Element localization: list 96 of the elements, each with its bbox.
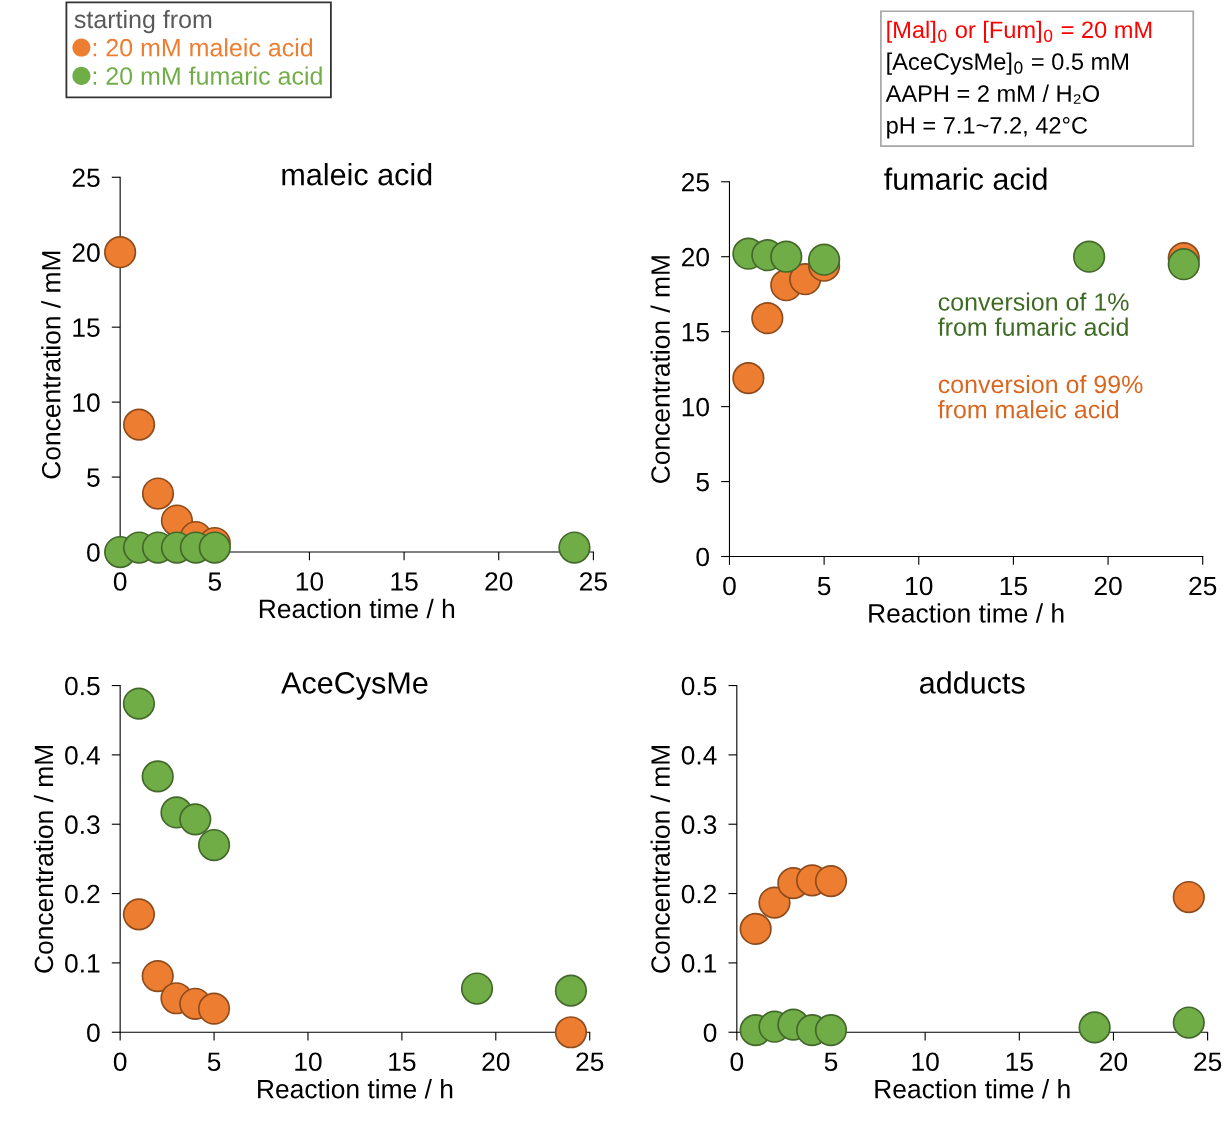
y-tick-label: 0.4 — [65, 746, 100, 765]
y-axis-title: Concentration / mM — [650, 745, 670, 973]
x-tick-label: 10 — [912, 1052, 939, 1072]
point — [814, 1014, 848, 1047]
point — [122, 408, 156, 441]
x-axis-title: Reaction time / h — [875, 1079, 1070, 1099]
x-tick-label: 5 — [824, 1052, 838, 1072]
point — [197, 828, 231, 862]
y-axis-title: Concentration / mM — [41, 251, 61, 479]
point — [122, 898, 156, 931]
x-tick-label: 25 — [576, 1052, 604, 1072]
y-tick-label: 5 — [696, 472, 709, 492]
y-tick-label: 0.5 — [65, 676, 100, 696]
y-tick-label: 20 — [72, 243, 100, 263]
text: AAPH = 2 mM / H₂O — [885, 84, 1099, 104]
chart-title: maleic acid — [282, 163, 432, 186]
point — [751, 302, 784, 335]
legend-title: starting from — [74, 9, 212, 34]
text: pH = 7.1~7.2, 42°C — [887, 117, 1088, 139]
x-tick-label: 25 — [1189, 576, 1217, 596]
y-tick-label: 15 — [682, 323, 709, 342]
y-tick-label: 0 — [696, 547, 709, 567]
point — [554, 1016, 588, 1049]
annotation: conversion of 99% from maleic acid — [938, 374, 1143, 419]
x-tick-label: 0 — [113, 572, 127, 591]
x-tick-label: 10 — [296, 572, 324, 591]
point — [554, 974, 588, 1007]
point — [558, 531, 591, 564]
x-tick-label: 15 — [389, 1052, 416, 1072]
y-tick-label: 10 — [73, 393, 100, 412]
point — [758, 886, 791, 919]
x-tick-label: 15 — [1000, 576, 1027, 596]
chart-title: adducts — [920, 671, 1025, 694]
point — [179, 803, 212, 836]
x-tick-label: 10 — [295, 1052, 322, 1072]
x-tick-label: 20 — [1100, 1052, 1128, 1072]
x-tick-label: 5 — [207, 1052, 221, 1072]
y-tick-label: 10 — [682, 397, 709, 417]
y-tick-label: 0.1 — [65, 954, 100, 973]
y-tick-label: 5 — [87, 468, 100, 487]
y-tick-label: 0.2 — [681, 884, 717, 904]
y-tick-label: 0.4 — [681, 746, 717, 765]
x-tick-label: 10 — [906, 576, 933, 596]
point — [122, 687, 156, 720]
y-tick-label: 15 — [73, 318, 100, 337]
legend-label: : 20 mM maleic acid — [93, 38, 313, 57]
x-tick-label: 15 — [391, 572, 418, 591]
y-tick-label: 0.5 — [681, 676, 717, 696]
text: [AceCysMe]$_{0}$ = 0.5 mM — [887, 52, 1128, 75]
point — [1078, 1011, 1111, 1044]
chart-title: AceCysMe — [281, 672, 428, 700]
legend-label: : 20 mM fumaric acid — [93, 66, 322, 85]
y-tick-label: 25 — [72, 168, 100, 188]
point — [141, 760, 174, 793]
point — [1073, 240, 1106, 273]
x-tick-label: 0 — [730, 1052, 744, 1072]
point — [141, 477, 175, 510]
y-tick-label: 0.3 — [65, 815, 100, 835]
x-axis-title: Reaction time / h — [258, 1079, 453, 1099]
x-axis-title: Reaction time / h — [869, 603, 1064, 623]
y-tick-label: 0.2 — [65, 884, 100, 904]
point — [732, 362, 765, 395]
y-tick-label: 25 — [682, 172, 709, 192]
x-tick-label: 15 — [1006, 1052, 1033, 1072]
x-axis-title: Reaction time / h — [259, 598, 455, 619]
y-axis-title: Concentration / mM — [650, 256, 670, 483]
y-tick-label: 0 — [87, 543, 100, 562]
y-tick-label: 20 — [682, 247, 709, 267]
chart-title: fumaric acid — [884, 167, 1047, 190]
x-tick-label: 20 — [1094, 576, 1122, 596]
y-tick-label: 0.3 — [681, 815, 717, 835]
x-tick-label: 20 — [482, 1052, 510, 1072]
point — [104, 236, 137, 269]
text: [Mal]$_{0}$ or [Fum]$_{0}$ = 20 mM — [887, 20, 1152, 43]
point — [197, 992, 231, 1025]
point — [460, 972, 494, 1005]
x-tick-label: 0 — [723, 576, 736, 596]
y-tick-label: 0 — [87, 1023, 100, 1043]
x-tick-label: 20 — [485, 572, 513, 591]
annotation: conversion of 1% from fumaric acid — [938, 292, 1129, 336]
point — [1172, 1006, 1205, 1039]
point — [1167, 248, 1200, 281]
point — [814, 864, 848, 898]
x-tick-label: 5 — [208, 572, 222, 591]
point — [808, 243, 841, 276]
y-axis-title: Concentration / mM — [33, 745, 54, 973]
y-tick-label: 0 — [703, 1023, 717, 1043]
x-tick-label: 0 — [113, 1052, 127, 1072]
x-tick-label: 25 — [1194, 1052, 1222, 1072]
point — [770, 240, 803, 273]
point — [739, 912, 772, 946]
x-tick-label: 5 — [817, 576, 831, 596]
point — [1172, 880, 1205, 914]
y-tick-label: 0.1 — [681, 954, 717, 973]
x-tick-label: 25 — [580, 572, 607, 591]
point — [141, 959, 174, 993]
